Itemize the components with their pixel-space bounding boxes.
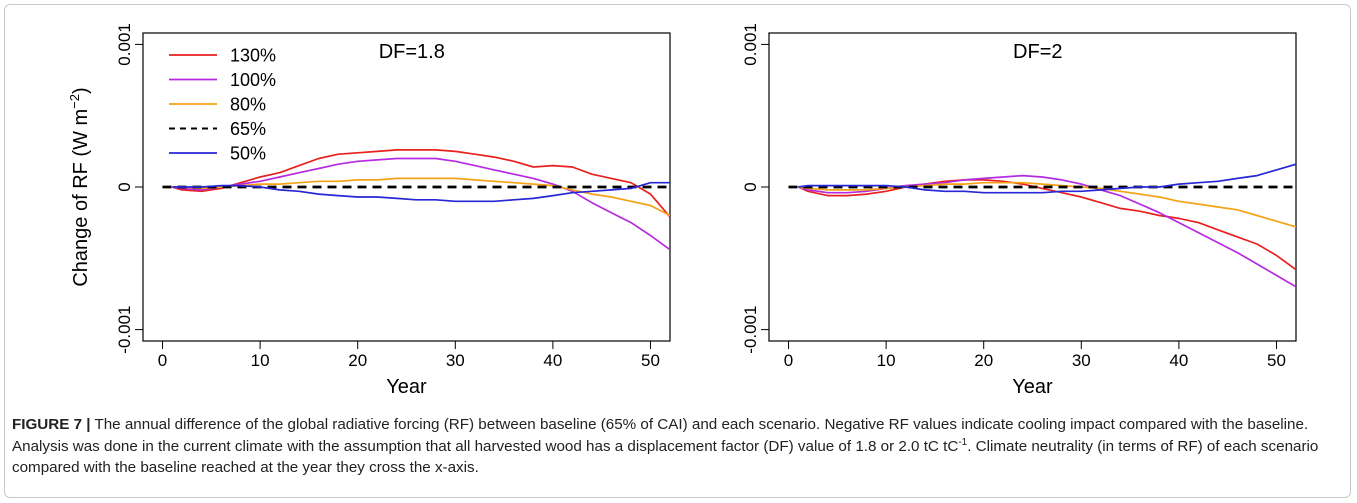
- legend-label-130pct: 130%: [230, 46, 276, 66]
- panel2-series-line-80pct: [798, 181, 1296, 228]
- panel2-series-line-50pct: [798, 163, 1296, 194]
- caption-superscript: -1: [958, 436, 968, 448]
- legend-label-50pct: 50%: [230, 144, 266, 164]
- figure-label: FIGURE 7 |: [12, 416, 91, 433]
- panel2-y-tick-label-1: 0: [741, 182, 760, 191]
- panel1-series-line-100pct: [172, 157, 670, 251]
- panel2-series-line-100pct: [798, 174, 1296, 288]
- panel2-x-tick-label-30: 30: [1072, 351, 1091, 370]
- panel2-x-tick-label-0: 0: [784, 351, 793, 370]
- panel1-y-axis-label: Change of RF (W m−2): [67, 87, 92, 286]
- panel1-x-tick-label-10: 10: [251, 351, 270, 370]
- charts: 0 10 20 30 40 50 -0.001 0 0.001 Year DF=1.8 Change …: [67, 23, 1297, 398]
- panel2-chart-title: DF=2: [1013, 41, 1062, 63]
- panel2-x-tick-label-50: 50: [1267, 351, 1286, 370]
- panel2-x-tick-label-20: 20: [974, 351, 993, 370]
- figure-caption: FIGURE 7 | The annual difference of the …: [12, 414, 1337, 479]
- legend-label-80pct: 80%: [230, 95, 266, 115]
- panel2-x-tick-label-40: 40: [1169, 351, 1188, 370]
- panel2-series-line-130pct: [797, 179, 1296, 271]
- legend-label-65pct: 65%: [230, 119, 266, 139]
- panel1-series-line-50pct: [172, 181, 670, 203]
- panel1-series-line-80pct: [172, 177, 670, 217]
- panel1-y-tick-label-1: 0: [115, 182, 134, 191]
- panel1-x-axis-label: Year: [386, 376, 427, 398]
- caption-text-1: The annual difference of the global radi…: [12, 416, 1309, 455]
- panel1-series-line-130pct: [172, 149, 670, 218]
- panel1-y-tick-label-2: 0.001: [115, 23, 134, 66]
- panel2-x-axis-label: Year: [1012, 376, 1053, 398]
- legend-label-100pct: 100%: [230, 70, 276, 90]
- caption-text-2: . Climate neutrality (in terms of RF) of…: [12, 437, 1319, 477]
- panel1-y-tick-label-0: -0.001: [115, 305, 134, 353]
- panel1-x-tick-label-50: 50: [641, 351, 660, 370]
- figure-frame: [4, 4, 1351, 498]
- panel1-x-tick-label-20: 20: [348, 351, 367, 370]
- panel1-chart-title: DF=1.8: [379, 41, 445, 63]
- panel2-y-tick-label-0: -0.001: [741, 305, 760, 353]
- panel2-y-tick-label-2: 0.001: [741, 23, 760, 66]
- panel1-x-tick-label-30: 30: [446, 351, 465, 370]
- panel2-x-tick-label-10: 10: [877, 351, 896, 370]
- panel1-x-tick-label-0: 0: [158, 351, 167, 370]
- panel1-x-tick-label-40: 40: [543, 351, 562, 370]
